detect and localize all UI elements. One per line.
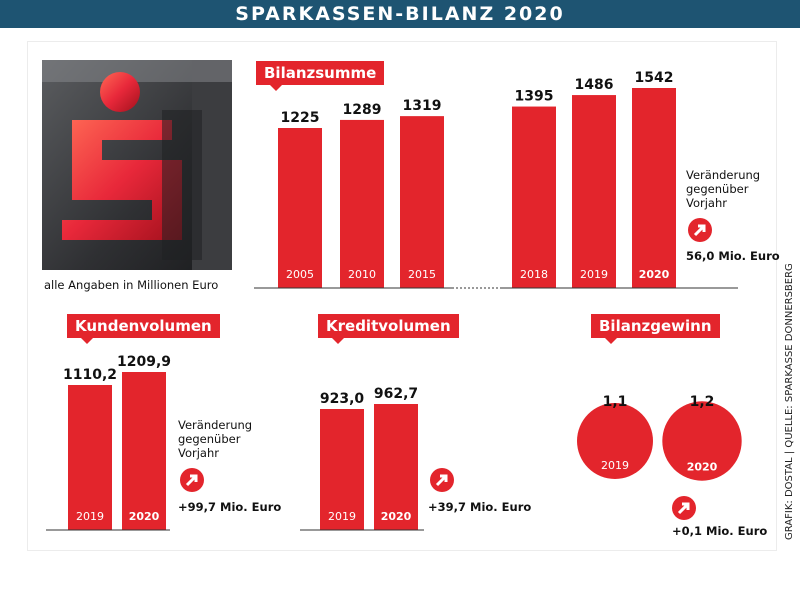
change-label-line: gegenüber [178, 432, 241, 446]
kundenvolumen-bar-2019 [68, 385, 112, 530]
bilanzgewinn-delta: +0,1 Mio. Euro [672, 524, 768, 538]
bilanzsumme-bar-2020 [632, 88, 676, 288]
kundenvolumen-title: Kundenvolumen [67, 314, 220, 344]
kundenvolumen-value-label: 1209,9 [117, 354, 171, 370]
bilanzsumme-value-label: 1486 [575, 77, 614, 93]
bilanzsumme-bar-2018 [512, 106, 556, 289]
bilanzsumme-title: Bilanzsumme [256, 61, 385, 91]
bilanzsumme-category-label: 2005 [286, 268, 314, 281]
kreditvolumen-bar-2020 [374, 404, 418, 530]
arrow-up-right-icon [688, 218, 712, 242]
change-label-line: Veränderung [686, 168, 761, 182]
bilanzgewinn-value-label: 1,2 [690, 394, 715, 410]
sparkasse-logo-photo [42, 60, 232, 270]
arrow-up-right-icon [672, 496, 696, 520]
bilanzsumme-value-label: 1542 [635, 70, 674, 86]
bilanzsumme-bar-2019 [572, 95, 616, 288]
bilanzsumme-bar-2015 [400, 116, 444, 289]
bilanzsumme-bar-2010 [340, 119, 384, 289]
kreditvolumen-bar-2019 [320, 409, 364, 530]
change-label-line: Vorjahr [178, 446, 219, 460]
change-label-line: Vorjahr [686, 196, 727, 210]
bilanzgewinn-title: Bilanzgewinn [591, 314, 720, 344]
bilanzgewinn-category-label: 2019 [601, 459, 629, 472]
bilanzsumme-value-label: 1225 [281, 110, 320, 126]
arrow-up-right-icon [430, 468, 454, 492]
bilanzsumme-value-label: 1289 [343, 102, 382, 118]
bilanzsumme-category-label: 2010 [348, 268, 376, 281]
kreditvolumen-delta: +39,7 Mio. Euro [428, 500, 532, 514]
kundenvolumen-delta: +99,7 Mio. Euro [178, 500, 282, 514]
bilanzsumme-category-label: 2015 [408, 268, 436, 281]
page-title: SPARKASSEN-BILANZ 2020 [235, 3, 565, 25]
kundenvolumen-bar-2020 [122, 372, 166, 530]
bilanzsumme-category-label: 2018 [520, 268, 548, 281]
change-label-line: Veränderung [178, 418, 253, 432]
arrow-up-right-icon [180, 468, 204, 492]
kreditvolumen-category-label: 2019 [328, 510, 356, 523]
kreditvolumen-value-label: 962,7 [374, 386, 418, 402]
kreditvolumen-category-label: 2020 [381, 510, 412, 523]
kreditvolumen-value-label: 923,0 [320, 391, 365, 407]
bilanzgewinn-value-label: 1,1 [603, 394, 628, 410]
bilanzgewinn-bubble-2020 [662, 401, 742, 481]
bilanzgewinn-category-label: 2020 [687, 461, 718, 474]
bilanzsumme-delta: 56,0 Mio. Euro [686, 249, 780, 263]
bilanzsumme-category-label: 2019 [580, 268, 608, 281]
units-note: alle Angaben in Millionen Euro [44, 278, 219, 292]
change-label-line: gegenüber [686, 182, 749, 196]
kundenvolumen-category-label: 2019 [76, 510, 104, 523]
bilanzsumme-category-label: 2020 [639, 268, 670, 281]
kreditvolumen-title: Kreditvolumen [318, 314, 459, 344]
bilanzsumme-value-label: 1395 [515, 89, 554, 105]
source-credit: GRAFIK: DOSTAL | QUELLE: SPARKASSE DONNE… [784, 263, 795, 540]
kundenvolumen-category-label: 2020 [129, 510, 160, 523]
bilanzsumme-change-label: Veränderung gegenüber Vorjahr [686, 168, 760, 210]
bilanzsumme-bar-2005 [278, 128, 322, 288]
bilanzsumme-value-label: 1319 [403, 98, 442, 114]
bilanzgewinn-bubble-2019 [577, 403, 653, 479]
kundenvolumen-value-label: 1110,2 [63, 367, 117, 383]
kundenvolumen-change-label: Veränderung gegenüber Vorjahr [178, 418, 252, 460]
header-band [0, 0, 800, 28]
